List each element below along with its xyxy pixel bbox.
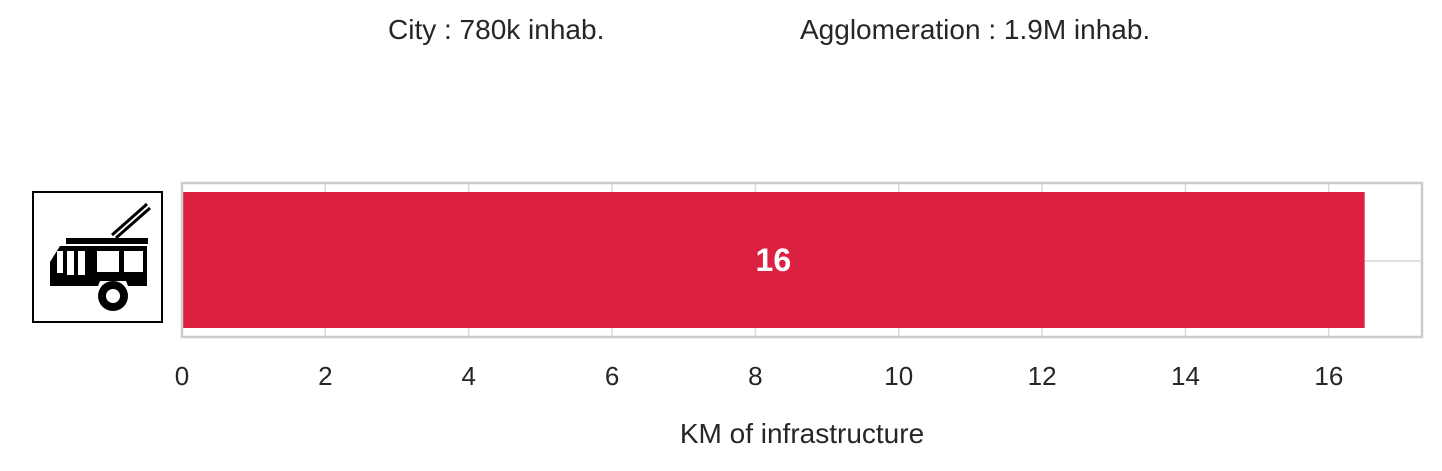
agglomeration-population: Agglomeration : 1.9M inhab. [800, 14, 1151, 45]
x-tick-label: 4 [461, 361, 475, 391]
x-tick-label: 10 [884, 361, 913, 391]
plot-frame [180, 181, 1424, 339]
bar-value-label: 16 [756, 242, 792, 278]
trolleybus-icon [32, 191, 163, 323]
x-tick-label: 16 [1314, 361, 1343, 391]
city-population: City : 780k inhab. [388, 14, 605, 45]
x-tick-label: 14 [1171, 361, 1200, 391]
x-tick-label: 8 [748, 361, 762, 391]
x-tick-label: 12 [1028, 361, 1057, 391]
x-tick-label: 0 [175, 361, 189, 391]
bar [183, 192, 1365, 328]
plot-area: 16 0 2 4 6 8 10 12 14 16 [175, 181, 1424, 391]
x-tick-label: 6 [605, 361, 619, 391]
x-tick-label: 2 [318, 361, 332, 391]
x-axis-label: KM of infrastructure [680, 418, 924, 449]
